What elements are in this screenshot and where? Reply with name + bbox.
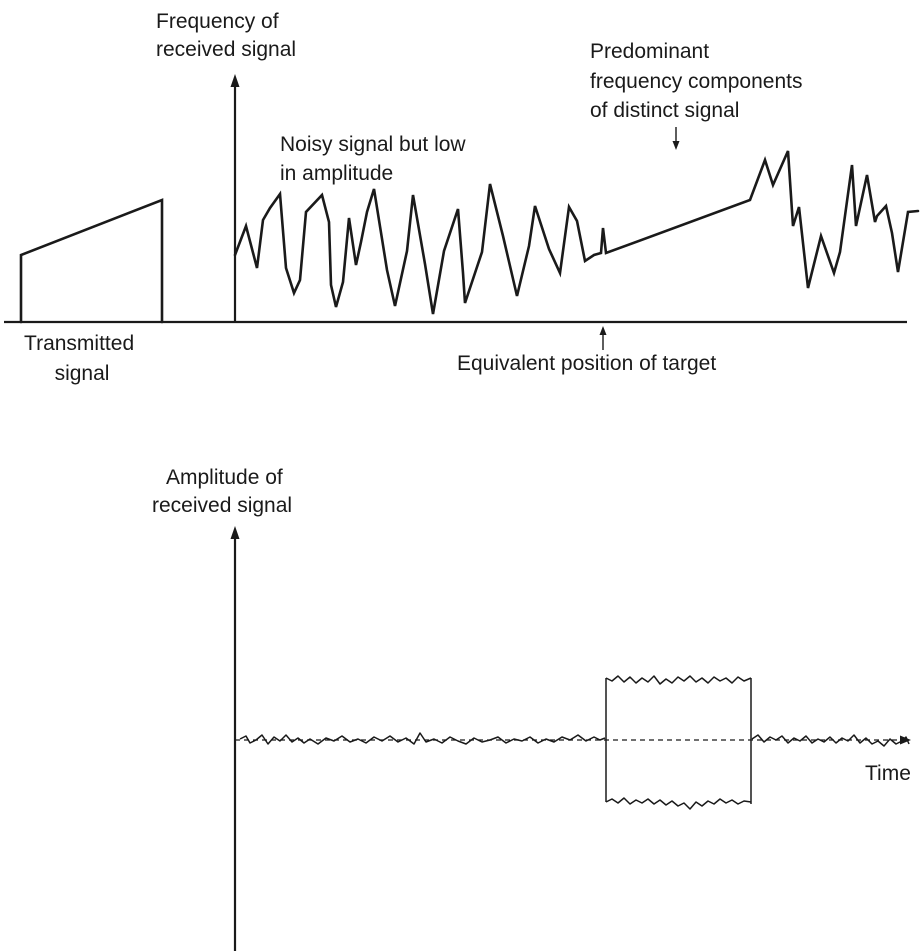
frequency-diagram: Frequency of received signal Transmitted… — [4, 10, 920, 385]
noise-trace-before-echo — [239, 732, 606, 745]
target-position-label: Equivalent position of target — [457, 352, 716, 375]
frequency-axis-label: Frequency of received signal — [156, 10, 296, 61]
echo-lower-envelope — [605, 797, 752, 810]
target-pointer-arrowhead — [599, 326, 607, 335]
time-axis-label: Time — [865, 762, 911, 785]
noise-trace-after-echo — [751, 734, 910, 747]
noise-annotation: Noisy signal but low in amplitude — [280, 133, 471, 185]
time-axis-arrowhead — [900, 735, 911, 745]
received-signal-trace — [233, 150, 920, 315]
amplitude-diagram: Amplitude of received signal Time — [152, 466, 911, 951]
transmitted-signal-label: Transmitted signal — [24, 332, 140, 385]
amplitude-axis-arrowhead — [230, 526, 240, 539]
frequency-components-annotation: Predominant frequency components of dist… — [590, 40, 808, 122]
transmitted-signal-shape — [19, 198, 164, 324]
echo-upper-envelope — [605, 675, 752, 685]
components-pointer-arrowhead — [672, 141, 680, 150]
amplitude-axis-label: Amplitude of received signal — [152, 466, 292, 517]
frequency-axis-arrowhead — [230, 74, 240, 87]
